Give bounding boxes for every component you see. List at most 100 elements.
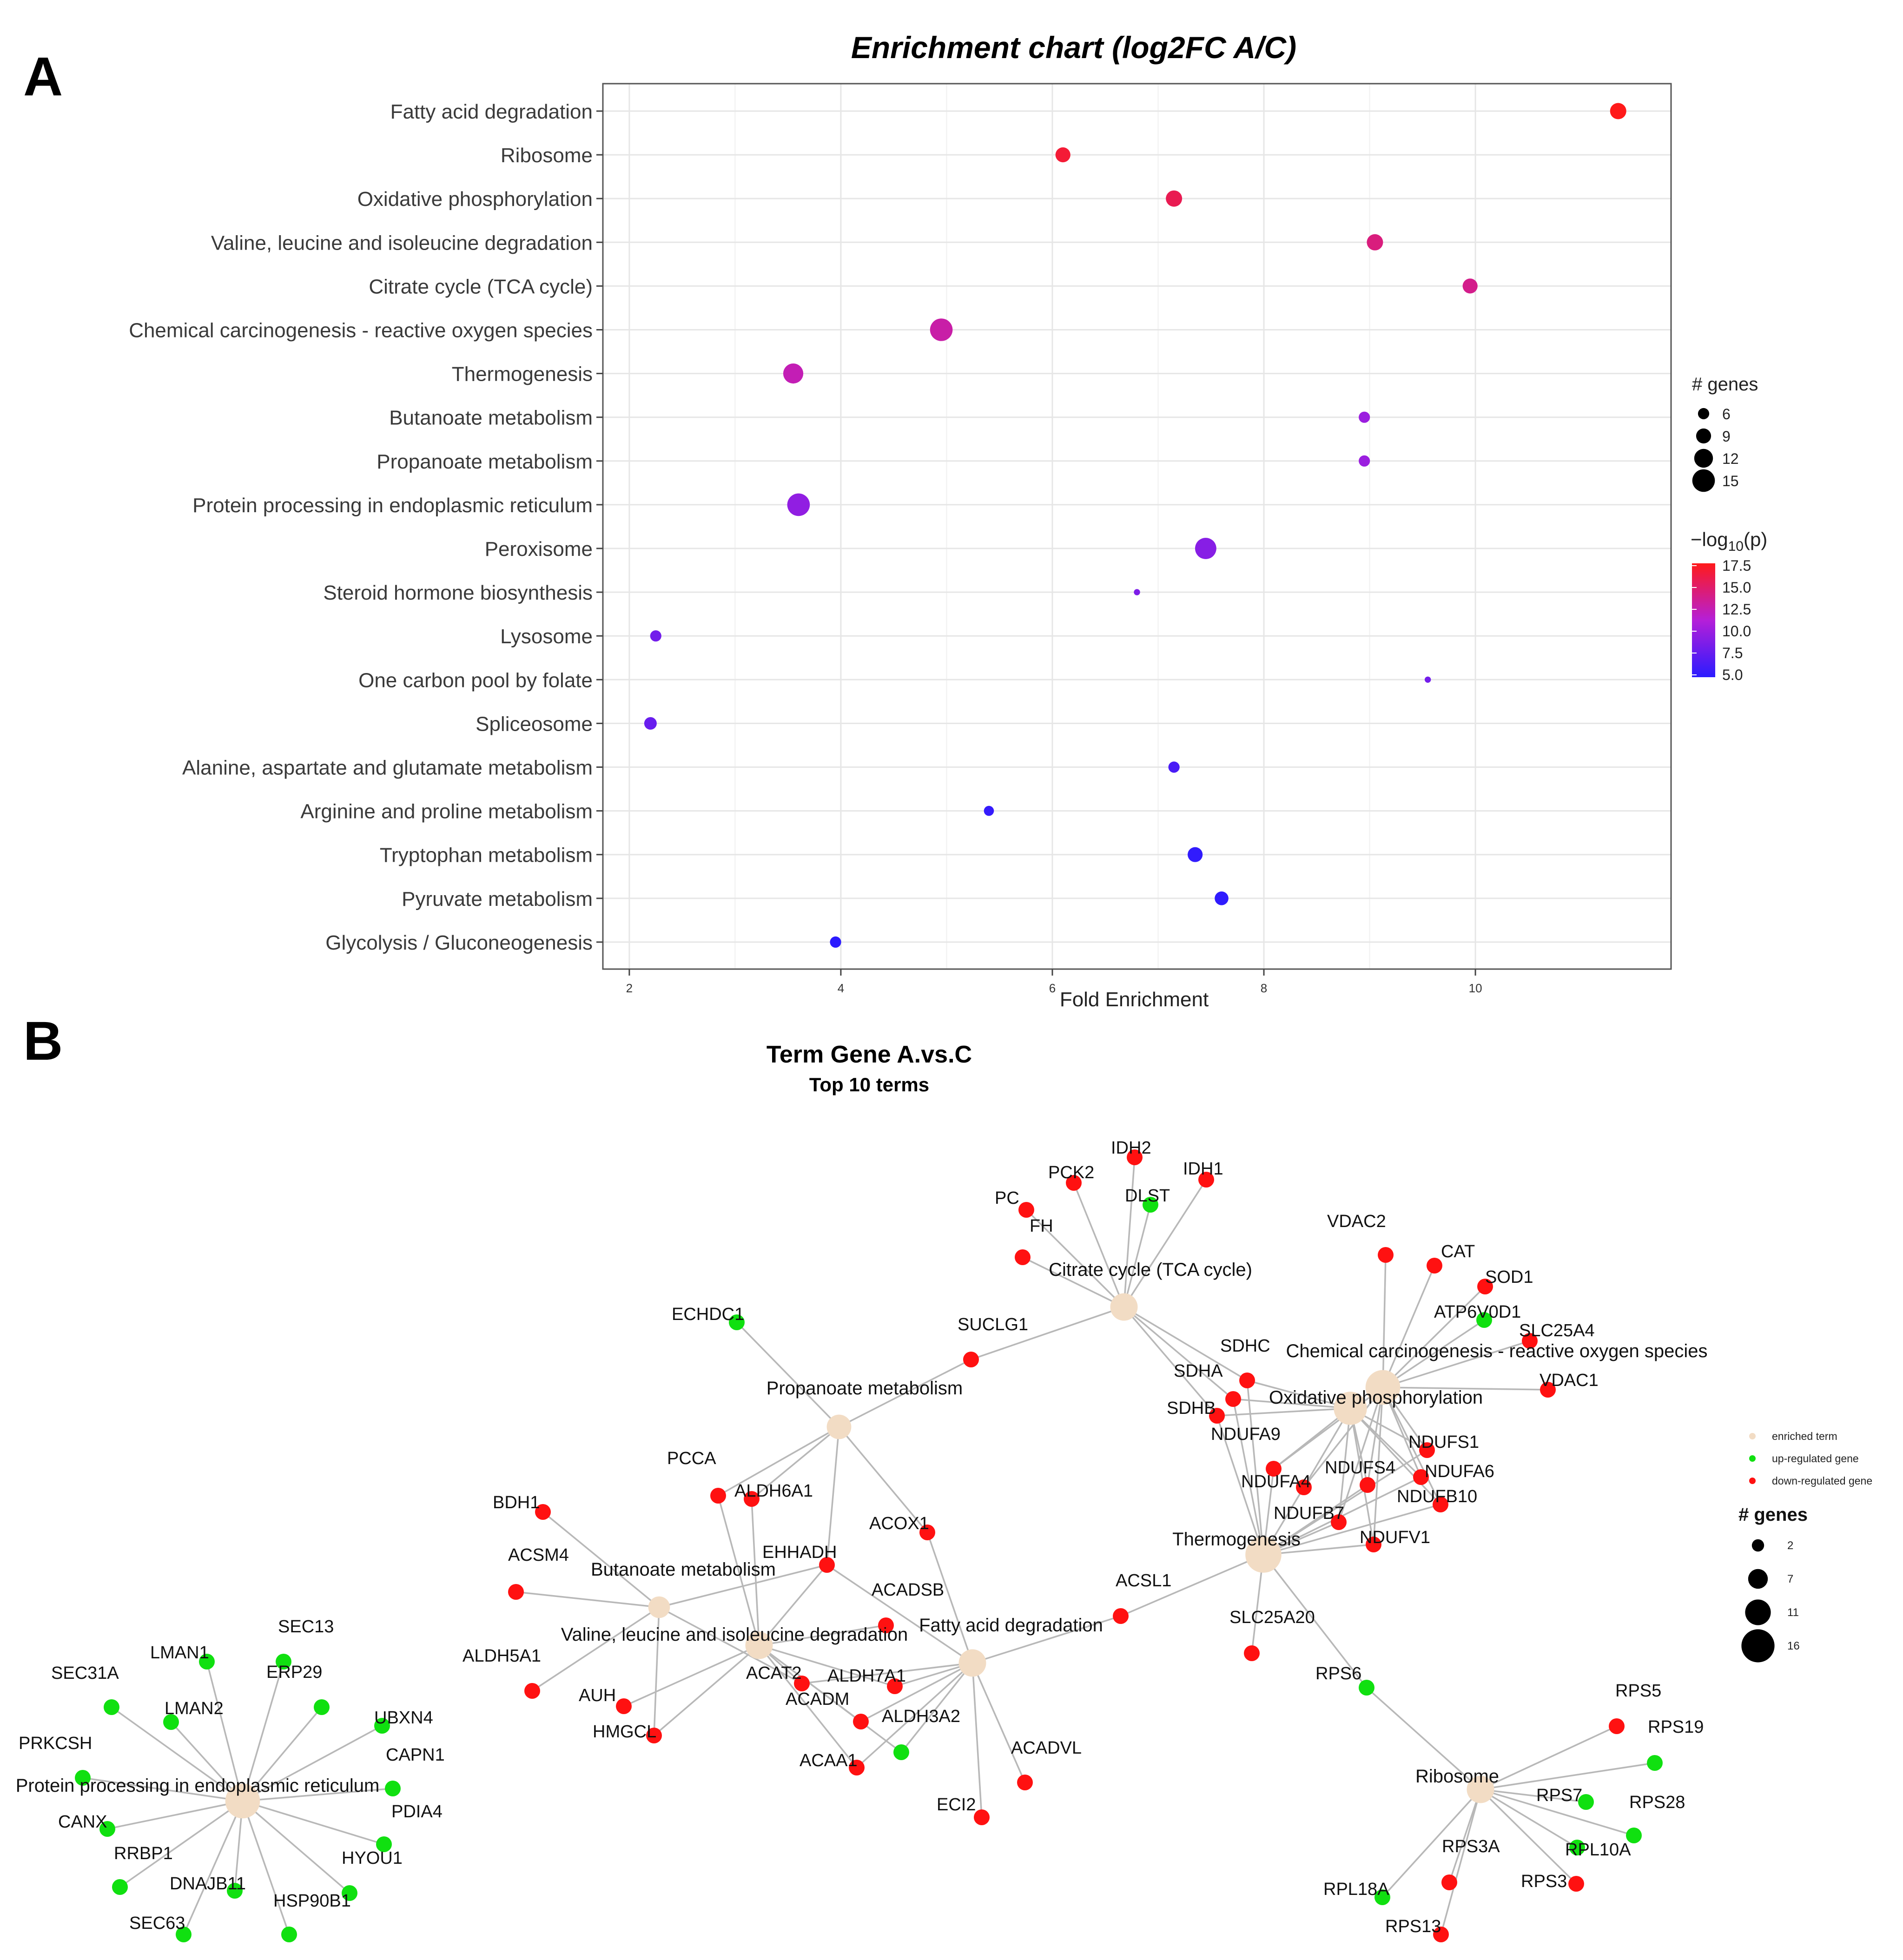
enrichment-point [984, 805, 994, 816]
gene-node [1366, 1537, 1381, 1552]
gene-node [1568, 1876, 1584, 1892]
y-tick-label: Butanoate metabolism [389, 407, 593, 429]
gene-node [744, 1491, 760, 1507]
network-edge [107, 1800, 243, 1830]
color-legend-title: −log10(p) [1691, 528, 1767, 554]
network-edge [826, 1564, 973, 1664]
network-size-label: 7 [1787, 1573, 1793, 1585]
enrichment-point [830, 936, 841, 948]
gene-node [887, 1678, 903, 1694]
gene-node [1015, 1249, 1031, 1265]
network-edge [242, 1788, 393, 1802]
network-edge [1440, 1789, 1481, 1935]
network-edge [242, 1800, 384, 1845]
gene-label: NDUFV1 [1360, 1528, 1430, 1547]
network-edge [242, 1800, 350, 1894]
gene-node [1433, 1927, 1449, 1942]
gene-node [1647, 1755, 1663, 1771]
term-node [1110, 1293, 1138, 1321]
gene-node [963, 1352, 979, 1367]
size-legend-dot [1696, 428, 1711, 444]
y-tick-label: Fatty acid degradation [390, 100, 593, 123]
y-tick-label: Pyruvate metabolism [402, 888, 593, 911]
network-size-label: 11 [1787, 1606, 1799, 1619]
network-legend: enriched term up-regulated gene down-regul… [1738, 1430, 1872, 1663]
x-tick-label: 2 [626, 981, 633, 995]
network-edge [1022, 1256, 1124, 1308]
network-edge [1263, 1504, 1441, 1556]
gene-node [199, 1654, 215, 1670]
gene-label: RPS7 [1536, 1786, 1582, 1805]
network-edge [1123, 1157, 1136, 1307]
network-edge [653, 1607, 660, 1736]
term-node [826, 1414, 852, 1439]
gene-label: SEC13 [278, 1617, 334, 1637]
network-size-label: 2 [1787, 1539, 1793, 1552]
color-tick-label: 5.0 [1722, 667, 1743, 683]
network-edge [170, 1721, 244, 1802]
network-edge [1382, 1254, 1387, 1388]
enrichment-point [787, 493, 810, 516]
network-edge [1263, 1544, 1374, 1556]
term-node [958, 1649, 986, 1677]
gene-label: ECHDC1 [672, 1305, 744, 1324]
x-tick-label: 8 [1261, 981, 1267, 995]
network-edge [82, 1777, 243, 1802]
gene-node [1113, 1608, 1129, 1624]
color-tick-label: 15.0 [1722, 579, 1751, 596]
legend-label: up-regulated gene [1772, 1452, 1859, 1465]
gene-label: NDUFS1 [1408, 1432, 1479, 1452]
legend-marker [1749, 1455, 1756, 1462]
gene-node [281, 1927, 297, 1942]
network-edge [1382, 1265, 1435, 1388]
gene-label: RPS28 [1629, 1793, 1685, 1812]
network-edge [1338, 1387, 1384, 1523]
gene-node [1522, 1333, 1538, 1349]
gene-label: ACADVL [1011, 1738, 1082, 1758]
gene-label: RPS6 [1315, 1664, 1361, 1683]
network-edge [1216, 1415, 1264, 1555]
gene-node [1143, 1197, 1158, 1213]
gene-label: IDH1 [1183, 1159, 1223, 1179]
gene-label: LMAN1 [150, 1643, 209, 1663]
gene-label: NDUFA4 [1241, 1472, 1311, 1491]
network-edge [838, 1426, 928, 1533]
gene-node [974, 1809, 990, 1825]
y-tick-label: Thermogenesis [452, 363, 593, 386]
network-edge [736, 1321, 840, 1428]
network-edge [623, 1644, 760, 1707]
network-edge [653, 1644, 760, 1736]
gene-node [163, 1714, 179, 1730]
network-edge [801, 1662, 973, 1684]
term-node [1245, 1537, 1282, 1573]
enrichment-point [644, 717, 657, 730]
term-label: Propanoate metabolism [766, 1378, 963, 1399]
network-edge [242, 1661, 284, 1802]
y-tick-label: Ribosome [501, 144, 593, 167]
plot-frame [602, 83, 1672, 970]
gene-label: DNAJB11 [170, 1874, 246, 1894]
gene-node [276, 1654, 291, 1670]
network-edge [1303, 1386, 1384, 1488]
network-edge [1382, 1319, 1485, 1388]
color-tick-label: 7.5 [1722, 645, 1743, 661]
gene-node [1540, 1382, 1556, 1398]
gene-label: PDIA4 [391, 1802, 443, 1821]
size-legend-title: # genes [1692, 374, 1758, 395]
network-edge [1349, 1407, 1441, 1505]
gene-node [376, 1836, 392, 1852]
gene-node [1018, 1202, 1034, 1218]
size-legend-dot [1698, 408, 1710, 420]
enrichment-point [1462, 278, 1478, 294]
network-edge [718, 1426, 839, 1497]
chart-a-legend: # genes 6 9 12 15 −log10(p) 17.5 15.0 12.5 10.… [1691, 374, 1767, 683]
network-edge [1123, 1204, 1151, 1307]
network-edge [183, 1801, 244, 1935]
network-edge [839, 1359, 971, 1428]
term-node [1334, 1392, 1367, 1425]
gene-node [535, 1504, 551, 1520]
size-legend-dot [1692, 469, 1715, 492]
gene-label: RPS5 [1615, 1681, 1661, 1701]
gene-label: NDUFA6 [1425, 1462, 1494, 1481]
